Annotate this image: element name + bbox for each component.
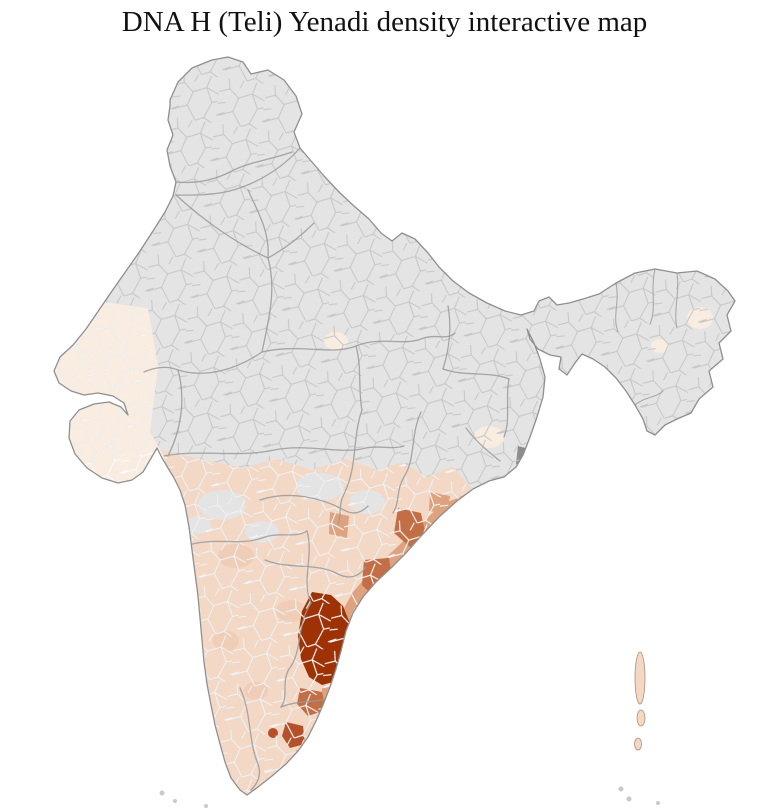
state-border-line [465,427,501,462]
state-border-line [355,345,363,411]
state-border-line [442,368,510,380]
state-border-line [675,272,679,329]
state-border-line [267,222,315,259]
island-dot[interactable] [204,804,208,808]
state-border-line [442,305,451,370]
island-dot[interactable] [159,790,165,796]
island-andaman-mid[interactable] [636,709,646,727]
district-fill-layer[interactable] [36,57,735,812]
lakshadweep-islands[interactable] [159,790,209,809]
state-border-line [264,559,367,578]
island-andaman-south[interactable] [634,737,642,751]
state-border-line [280,602,312,708]
state-border-line [175,194,269,259]
island-dot[interactable] [173,799,177,803]
state-border-line [175,151,293,184]
district-borders-gray-layer [54,57,735,795]
state-border-line [649,268,656,325]
state-border-line [175,147,301,196]
island-andaman-main[interactable] [634,651,646,705]
state-border-line [188,530,308,546]
map-title: DNA H (Teli) Yenadi density interactive … [121,6,648,38]
state-border-line [259,494,369,514]
state-border-line [634,390,664,406]
island-nicobar-dot[interactable] [626,796,632,802]
state-border-line [392,411,422,514]
state-border-line [167,369,183,457]
state-border-line [261,332,456,353]
state-border-line [337,409,363,525]
island-nicobar-dot[interactable] [656,801,660,805]
state-borders [143,147,510,791]
district-low-density-patch-north[interactable] [535,423,551,439]
andaman-islands[interactable] [618,651,661,805]
state-border-line [306,530,312,604]
state-border-line [239,687,261,791]
state-border-line [163,445,405,457]
state-border-line [503,378,510,438]
state-border-line [247,189,269,259]
district-medium-patch[interactable] [296,750,311,766]
state-border-line [261,257,273,353]
state-border-line [615,282,619,333]
island-nicobar-dot[interactable] [618,786,624,792]
